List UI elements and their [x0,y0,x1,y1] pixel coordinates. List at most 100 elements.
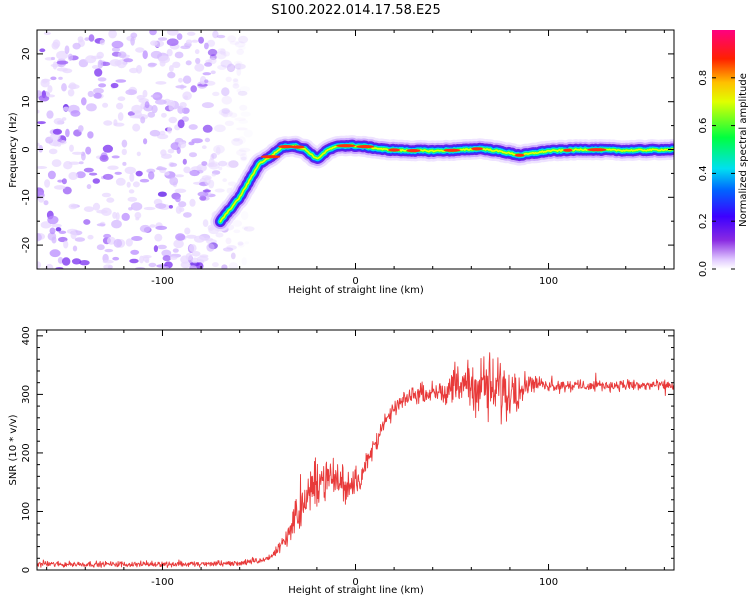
noise-blob [53,185,66,190]
noise-blob [204,137,211,143]
noise-blob [149,30,157,36]
noise-blob [238,35,249,44]
noise-blob [93,92,102,99]
noise-blob [136,151,141,157]
noise-blob [147,111,156,118]
noise-blob [164,171,170,176]
noise-blob [68,161,80,165]
ridge-peak [260,155,281,159]
colorbar-ticks: 0.0 0.2 0.4 0.6 0.8 [698,70,735,277]
noise-blob [129,173,135,182]
noise-blob [178,201,187,208]
noise-blob [130,32,138,39]
noise-blob [158,55,170,64]
noise-blob [87,90,94,98]
noise-blob [172,61,181,68]
noise-blob [233,79,239,86]
noise-blob [157,191,167,197]
noise-blob [190,85,197,93]
noise-blob [51,159,62,168]
noise-blob [64,45,70,54]
noise-blob [79,260,90,266]
noise-blob [162,255,171,262]
noise-blob [61,117,67,121]
noise-blob [182,91,192,101]
noise-blob [107,165,119,170]
noise-blob [204,42,209,50]
noise-blob [117,51,127,58]
noise-blob [108,30,117,39]
snr-line [37,352,674,568]
noise-blob [117,112,124,121]
noise-blob [68,82,77,90]
noise-blob [183,212,192,218]
x-tick-label: 100 [539,276,558,287]
noise-blob [86,184,92,190]
noise-blob [56,60,69,65]
noise-blob [123,58,134,63]
noise-blob [50,76,57,81]
noise-blob [222,247,234,252]
noise-blob [110,82,119,89]
noise-blob [37,166,48,169]
noise-blob [97,59,104,69]
noise-blob [199,75,207,85]
noise-blob [37,121,46,125]
noise-blob [121,212,130,221]
colorbar-tick-label: 0.2 [698,213,709,229]
noise-blob [176,33,183,40]
noise-blob [175,196,181,203]
noise-blob [201,161,208,166]
noise-blob [124,166,136,175]
noise-blob [167,148,175,154]
noise-blob [222,178,227,183]
noise-blob [221,264,228,269]
noise-blob [168,116,178,124]
noise-blob [47,85,53,93]
y-tick-label: -20 [21,237,32,253]
noise-blob [227,62,235,72]
noise-blob [212,262,219,268]
noise-blob [93,87,104,94]
noise-blob [189,244,197,253]
noise-blob [68,203,78,210]
noise-blob [175,233,186,241]
noise-blob [62,186,72,195]
noise-blob [226,63,236,73]
noise-blob [237,90,248,96]
noise-blob [89,172,98,176]
noise-blob [236,127,248,131]
noise-blob [37,142,40,147]
noise-blob [175,85,187,89]
noise-blob [239,153,248,162]
noise-blob [37,261,42,269]
noise-blob [241,226,249,230]
snr-series [37,352,674,568]
noise-blob [92,202,101,211]
noise-blob [139,255,144,264]
noise-blob [239,104,248,111]
noise-blob [201,102,214,109]
noise-blob [228,160,239,168]
noise-blob [179,102,187,108]
spectrogram-x-label: Height of straight line (km) [288,285,424,296]
noise-blob [132,123,141,132]
noise-blob [199,195,207,201]
noise-blob [233,229,241,234]
x-tick-label: 100 [539,577,558,588]
noise-blob [40,221,52,229]
noise-blob [61,178,67,185]
noise-blob [75,171,86,179]
noise-blob [70,110,81,117]
noise-blob [78,59,89,68]
noise-blob [43,200,49,206]
noise-blob [111,155,120,159]
noise-blob [220,59,232,68]
noise-blob [139,224,151,233]
noise-blob [69,144,74,152]
noise-blob [78,125,84,133]
noise-blob [191,138,203,144]
noise-blob [111,40,124,49]
noise-blob [218,109,231,116]
noise-blob [189,264,197,269]
